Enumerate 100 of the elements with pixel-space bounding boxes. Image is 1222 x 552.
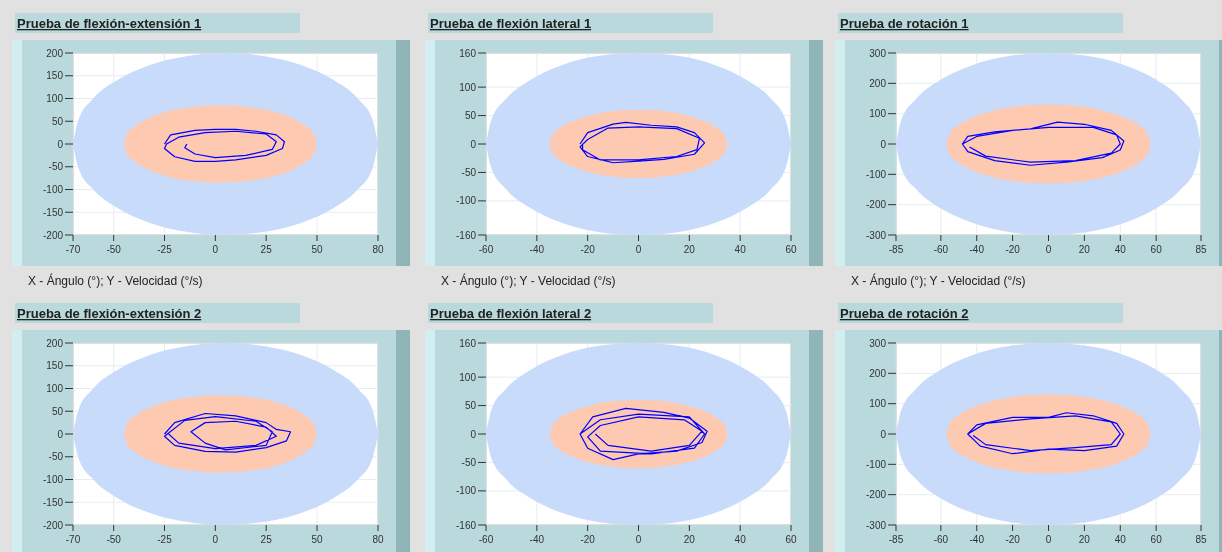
chart-title: Prueba de flexión lateral 2	[430, 306, 592, 321]
y-tick-label: -200	[42, 519, 64, 531]
y-tick-label: -200	[865, 489, 887, 501]
y-tick-label: -100	[865, 458, 887, 470]
x-tick-label: 50	[311, 534, 323, 545]
y-tick-label: 200	[46, 47, 64, 59]
y-tick-label: -100	[42, 184, 64, 195]
y-tick-label: 50	[51, 115, 64, 127]
y-tick-label: -200	[865, 199, 887, 211]
x-tick-label: 0	[635, 244, 642, 255]
x-tick-label: 60	[1150, 534, 1163, 545]
x-tick-label: -40	[529, 244, 545, 255]
chart-title: Prueba de flexión-extensión 2	[17, 306, 202, 321]
x-tick-label: -20	[580, 244, 596, 255]
y-tick-label: 300	[869, 337, 887, 349]
y-tick-label: -100	[865, 168, 887, 180]
x-tick-label: 0	[212, 534, 219, 545]
x-tick-label: 20	[1078, 534, 1091, 545]
x-tick-label: -60	[478, 534, 494, 545]
x-tick-label: 40	[734, 244, 747, 255]
x-tick-label: 60	[785, 244, 797, 255]
x-tick-label: -25	[157, 534, 173, 545]
x-tick-label: 40	[734, 534, 747, 545]
x-tick-label: 20	[1078, 244, 1091, 255]
y-tick-label: 100	[46, 383, 64, 394]
x-tick-label: 60	[785, 534, 797, 545]
line-series	[961, 121, 1125, 166]
line-series	[579, 121, 706, 164]
y-tick-label: 100	[46, 93, 64, 104]
x-tick-label: 50	[311, 244, 323, 255]
x-tick-label: -70	[65, 534, 81, 545]
y-tick-label: 200	[869, 77, 887, 89]
x-tick-label: -40	[969, 534, 985, 545]
x-axis-title: X - Ángulo (°); Y - Velocidad (°/s)	[851, 273, 1026, 288]
x-tick-label: -60	[933, 534, 949, 545]
x-tick-label: -25	[157, 244, 173, 255]
y-tick-label: -100	[455, 195, 477, 207]
line-series	[967, 412, 1125, 455]
x-tick-label: 40	[1114, 244, 1127, 255]
y-tick-label: 0	[470, 138, 477, 150]
y-tick-label: -150	[42, 206, 64, 218]
y-tick-label: -50	[48, 161, 64, 173]
line-series	[163, 128, 286, 162]
x-tick-label: 0	[212, 244, 219, 255]
y-tick-label: 160	[459, 47, 477, 59]
y-tick-label: 0	[57, 138, 64, 150]
y-tick-label: -50	[461, 166, 477, 178]
x-tick-label: -85	[888, 534, 904, 545]
x-tick-label: -60	[933, 244, 949, 255]
x-tick-label: -50	[106, 534, 122, 545]
line-series	[163, 412, 292, 453]
chart-title: Prueba de rotación 1	[840, 16, 969, 31]
y-tick-label: 100	[459, 81, 477, 93]
y-tick-label: -200	[42, 229, 64, 241]
x-tick-label: 0	[1045, 244, 1052, 255]
y-tick-label: 300	[869, 47, 887, 59]
x-tick-label: -20	[580, 534, 596, 545]
x-tick-label: 40	[1114, 534, 1127, 545]
x-tick-label: 80	[372, 534, 384, 545]
x-axis-title: X - Ángulo (°); Y - Velocidad (°/s)	[28, 273, 203, 288]
x-tick-label: 20	[683, 534, 696, 545]
x-tick-label: 0	[635, 534, 642, 545]
x-tick-label: -70	[65, 244, 81, 255]
y-tick-label: 150	[46, 360, 64, 372]
y-tick-label: -100	[42, 474, 64, 485]
x-tick-label: -40	[529, 534, 545, 545]
chart-title: Prueba de flexión lateral 1	[430, 16, 592, 31]
x-tick-label: 80	[372, 244, 384, 255]
y-tick-label: -300	[865, 229, 887, 241]
x-tick-label: 0	[1045, 534, 1052, 545]
y-tick-label: -160	[455, 229, 477, 241]
x-tick-label: -20	[1005, 244, 1021, 255]
y-tick-label: -150	[42, 496, 64, 508]
y-tick-label: 150	[46, 70, 64, 82]
y-tick-label: 0	[470, 428, 477, 440]
y-tick-label: 200	[46, 337, 64, 349]
y-tick-label: 0	[880, 138, 887, 150]
x-tick-label: -20	[1005, 534, 1021, 545]
y-tick-label: 100	[459, 371, 477, 383]
x-tick-label: 20	[683, 244, 696, 255]
y-tick-label: -160	[455, 519, 477, 531]
y-tick-label: 50	[51, 405, 64, 417]
y-tick-label: -50	[48, 451, 64, 463]
y-tick-label: 100	[869, 108, 887, 120]
y-tick-label: -300	[865, 519, 887, 531]
x-tick-label: -85	[888, 244, 904, 255]
x-tick-label: 25	[260, 244, 273, 255]
x-tick-label: -40	[969, 244, 985, 255]
x-tick-label: 60	[1150, 244, 1163, 255]
x-tick-label: 85	[1195, 534, 1207, 545]
chart-title: Prueba de rotación 2	[840, 306, 969, 321]
y-tick-label: 200	[869, 367, 887, 379]
y-tick-label: 100	[869, 398, 887, 410]
x-tick-label: 25	[260, 534, 273, 545]
y-tick-label: 160	[459, 337, 477, 349]
x-tick-label: 85	[1195, 244, 1207, 255]
y-tick-label: -100	[455, 485, 477, 497]
y-tick-label: 50	[464, 110, 477, 122]
chart-title: Prueba de flexión-extensión 1	[17, 16, 202, 31]
x-tick-label: -50	[106, 244, 122, 255]
